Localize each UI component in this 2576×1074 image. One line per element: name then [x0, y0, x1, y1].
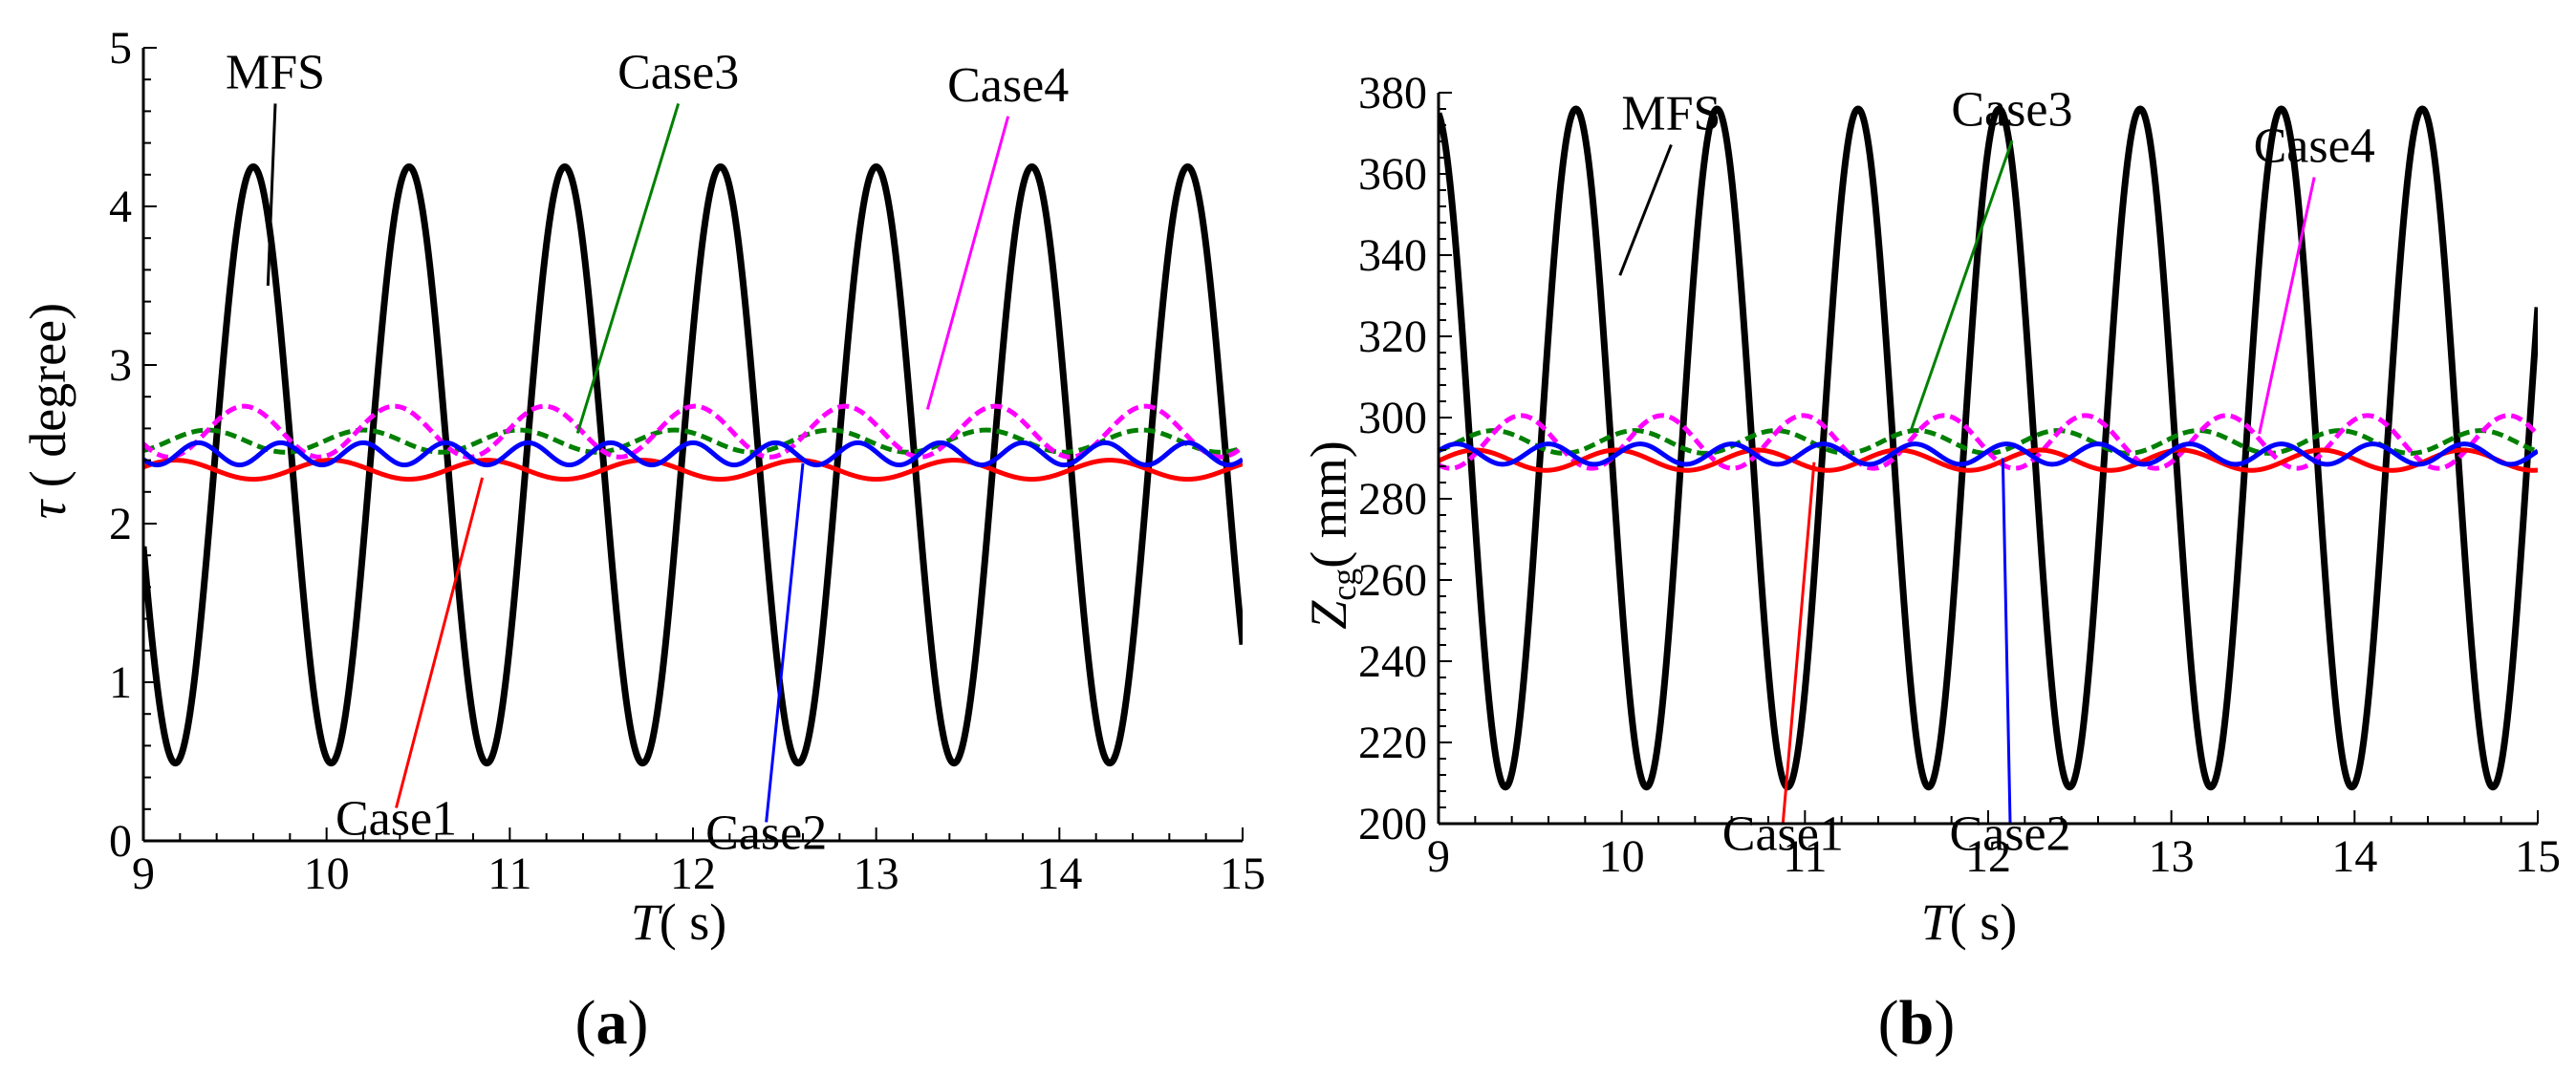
leader-line-mfs: [266, 103, 277, 287]
series-layer-b: [1439, 105, 2538, 791]
x-tick-label: 13: [854, 848, 899, 899]
y-tick-label: 3: [109, 340, 132, 391]
leader-line-case4: [2258, 177, 2316, 435]
y-tick-label: 380: [1358, 68, 1427, 118]
annotation-case2: Case2: [1949, 806, 2070, 861]
series-line-case3: [1439, 428, 2538, 456]
y-tick-label: 260: [1358, 555, 1427, 606]
y-tick-label: 360: [1358, 149, 1427, 200]
y-axis-title-b: Zcg( mm): [1300, 440, 1363, 630]
y-tick-label: 200: [1358, 799, 1427, 849]
series-line-case4: [143, 403, 1243, 460]
y-tick-label: 2: [109, 499, 132, 549]
x-tick-label: 11: [487, 848, 531, 899]
leader-line-case2: [765, 462, 805, 823]
y-tick-label: 320: [1358, 311, 1427, 362]
leader-line-case2: [2001, 458, 2012, 824]
series-layer-a: [143, 163, 1243, 767]
leader-line-case1: [395, 477, 485, 808]
leader-line-case1: [1781, 462, 1816, 824]
annotation-case3: Case3: [1951, 82, 2072, 137]
x-tick-label: 9: [132, 848, 155, 899]
annotation-case2: Case2: [705, 806, 827, 860]
series-line-case3: [143, 427, 1243, 455]
y-tick-label: 240: [1358, 636, 1427, 687]
annotation-mfs: MFS: [226, 45, 325, 99]
axes-b: 9 10 11 12 13 14 15 200 220 240 260 280 300 320 340 360…: [1358, 68, 2561, 882]
x-tick-label: 12: [1965, 831, 2011, 882]
x-tick-label: 13: [2149, 831, 2195, 882]
leader-line-case3: [575, 103, 681, 434]
annotation-case1: Case1: [336, 792, 457, 847]
x-axis-title-a: T( s): [631, 893, 727, 951]
y-tick-label: 300: [1358, 393, 1427, 443]
x-tick-label: 10: [1599, 831, 1645, 882]
y-tick-label: 340: [1358, 230, 1427, 281]
x-tick-label: 15: [1220, 848, 1266, 899]
panel-label-a: (a): [575, 988, 649, 1058]
y-tick-label: 0: [109, 816, 132, 867]
leader-line-case4: [925, 116, 1010, 410]
annotation-mfs: MFS: [1621, 87, 1721, 141]
x-tick-label: 10: [304, 848, 350, 899]
series-line-mfs: [1439, 105, 2538, 791]
y-tick-label: 220: [1358, 718, 1427, 768]
panel-label-b: (b): [1878, 988, 1956, 1058]
x-tick-label: 9: [1427, 831, 1450, 882]
series-line-case2: [143, 440, 1243, 468]
annotation-case3: Case3: [617, 45, 739, 99]
x-tick-label: 14: [2331, 831, 2377, 882]
y-tick-label: 4: [109, 182, 132, 232]
y-tick-label: 280: [1358, 474, 1427, 525]
y-axis-title-a: τ ( degree): [19, 303, 76, 519]
x-tick-label: 11: [1783, 831, 1827, 882]
x-tick-label: 12: [670, 848, 716, 899]
series-line-case1: [143, 458, 1243, 483]
chart-panel-b: MFS Case1 Case2 Case3 Case4 9 10 11 12 13 14 15 200…: [1300, 68, 2561, 1058]
series-line-mfs: [143, 163, 1243, 767]
x-tick-label: 15: [2515, 831, 2561, 882]
leader-line-mfs: [1618, 143, 1673, 276]
annotation-case4: Case4: [947, 58, 1069, 113]
y-tick-label: 5: [109, 23, 132, 74]
y-tick-label: 1: [109, 657, 132, 708]
series-line-case2: [1439, 441, 2538, 467]
x-axis-title-b: T( s): [1921, 893, 2018, 951]
annotation-layer-b: MFS Case1 Case2 Case3 Case4: [1618, 82, 2375, 861]
leader-line-case3: [1910, 140, 2014, 431]
x-tick-label: 14: [1036, 848, 1082, 899]
annotation-case4: Case4: [2254, 119, 2375, 174]
annotation-case1: Case1: [1722, 806, 1844, 861]
